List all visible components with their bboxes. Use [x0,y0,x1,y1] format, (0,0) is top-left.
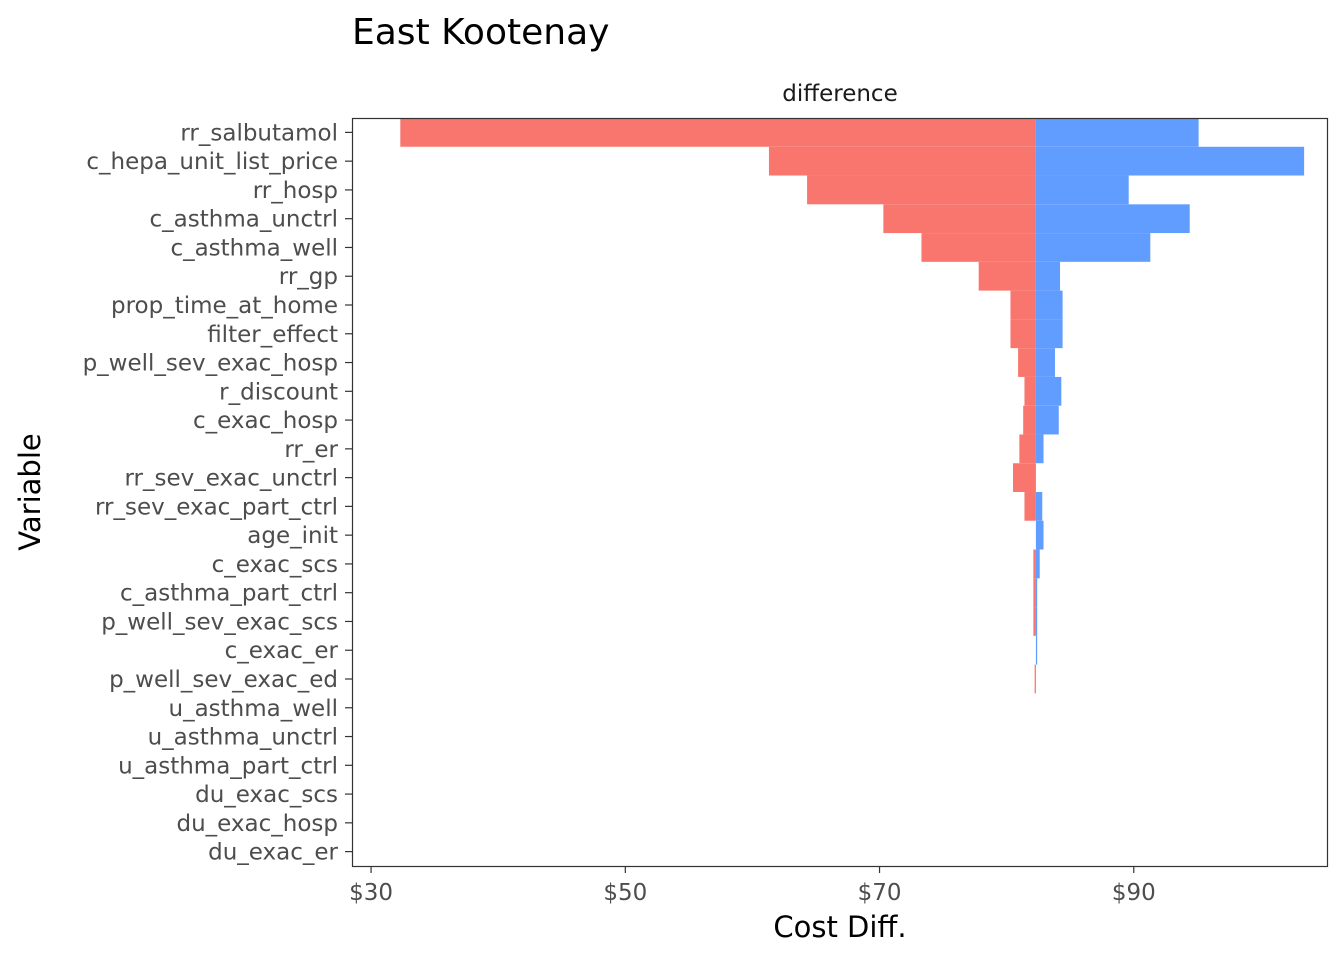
high-bar-filter-effect [1035,319,1063,349]
low-bar-rr-sev-exac-unctrl [1013,463,1036,492]
high-bar-c-hepa-unit-list-price [1035,146,1305,176]
low-bar-rr-salbutamol [400,118,1036,147]
y-tick-label: c_asthma_unctrl [150,207,338,233]
low-bar-rr-sev-exac-part-ctrl [1024,492,1036,521]
y-tick-label: rr_er [284,437,338,463]
high-bar-c-exac-scs [1035,549,1040,579]
low-bar-c-asthma-unctrl [883,204,1036,234]
y-tick-label: prop_time_at_home [111,293,338,319]
y-tick-label: filter_effect [207,322,338,348]
high-bar-c-asthma-part-ctrl [1035,578,1038,608]
high-bar-p-well-sev-exac-hosp [1035,348,1055,377]
y-tick-label: c_asthma_part_ctrl [120,581,338,607]
facet-strip-label: difference [782,81,897,107]
low-bar-p-well-sev-exac-scs [1033,607,1036,636]
low-bar-p-well-sev-exac-hosp [1018,348,1036,377]
x-tick-label: $90 [1112,880,1156,906]
low-bar-c-asthma-well [921,233,1036,262]
y-tick-label: rr_salbutamol [180,120,338,146]
high-bar-c-exac-er [1035,635,1038,665]
y-tick-label: rr_sev_exac_unctrl [124,466,338,492]
x-tick-label: $50 [603,880,647,906]
y-tick-label: rr_sev_exac_part_ctrl [95,494,338,520]
chart-title: East Kootenay [352,12,609,53]
y-tick-label: u_asthma_well [169,696,339,722]
high-bar-p-well-sev-exac-scs [1035,607,1038,636]
y-tick-label: du_exac_er [208,840,338,866]
low-bar-c-asthma-part-ctrl [1033,578,1036,608]
high-bar-c-asthma-unctrl [1035,204,1190,234]
high-bar-c-exac-hosp [1035,405,1059,435]
x-tick-label: $70 [858,880,902,906]
y-axis-title: Variable [13,433,47,550]
y-tick-label: du_exac_hosp [176,811,338,837]
y-tick-label: p_well_sev_exac_ed [109,667,338,693]
high-bar-rr-gp [1035,261,1061,291]
y-tick-label: rr_hosp [253,178,338,204]
y-axis: rr_salbutamol c_hepa_unit_list_price rr_ho… [83,120,352,866]
high-bar-rr-er [1035,434,1044,464]
low-bar-c-hepa-unit-list-price [768,146,1036,176]
high-bar-c-asthma-well [1035,233,1151,262]
y-tick-label: p_well_sev_exac_hosp [83,351,338,377]
high-bar-age-init [1035,520,1044,550]
bars-layer [400,118,1305,694]
low-bar-c-exac-scs [1033,549,1036,579]
low-bar-p-well-sev-exac-ed [1034,664,1036,694]
low-bar-rr-gp [978,261,1036,291]
low-bar-r-discount [1024,376,1036,406]
y-tick-label: c_exac_hosp [193,408,338,434]
high-bar-rr-sev-exac-part-ctrl [1035,492,1043,521]
high-bar-prop-time-at-home [1035,290,1063,320]
y-tick-label: du_exac_scs [195,782,338,808]
y-tick-label: rr_gp [279,264,338,290]
x-tick-label: $30 [349,880,393,906]
high-bar-rr-salbutamol [1035,118,1199,147]
y-tick-label: u_asthma_part_ctrl [118,753,338,779]
y-tick-label: p_well_sev_exac_scs [101,609,338,635]
high-bar-r-discount [1035,376,1062,406]
y-tick-label: c_hepa_unit_list_price [86,149,338,175]
low-bar-rr-er [1019,434,1036,464]
y-tick-label: u_asthma_unctrl [148,725,338,751]
low-bar-prop-time-at-home [1010,290,1036,320]
y-tick-label: c_asthma_well [170,235,338,261]
low-bar-filter-effect [1010,319,1036,349]
y-tick-label: c_exac_scs [212,552,338,578]
y-tick-label: r_discount [219,379,338,405]
plot-panel-border [351,117,1329,868]
x-axis-title: Cost Diff. [773,910,906,944]
y-tick-label: c_exac_er [225,638,339,664]
low-bar-rr-hosp [807,175,1036,205]
x-axis: $30 $50 $70 $90 [349,866,1156,906]
high-bar-rr-hosp [1035,175,1129,205]
low-bar-c-exac-hosp [1023,405,1036,435]
y-tick-label: age_init [247,523,338,549]
